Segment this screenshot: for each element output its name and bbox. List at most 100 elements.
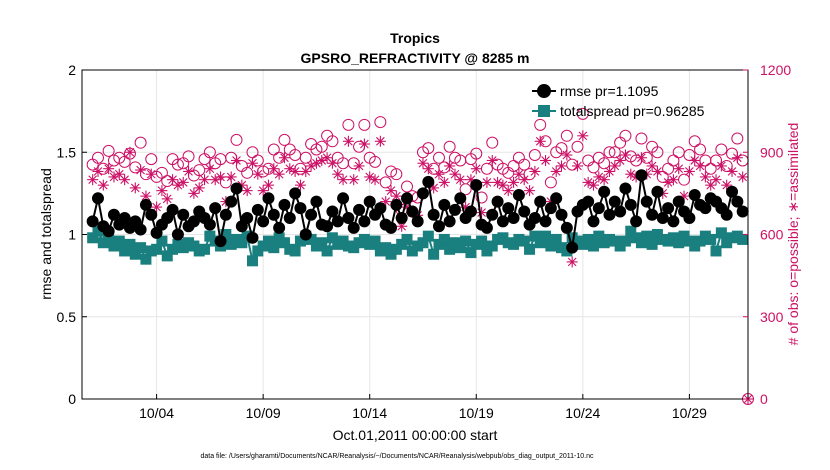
- obs-assimilated-point: [683, 165, 695, 177]
- rmse-point: [358, 215, 371, 228]
- rmse-point: [587, 215, 600, 228]
- obs-assimilated-point: [710, 174, 722, 186]
- obs-possible-point: [528, 148, 541, 161]
- y-axis-label-left: rmse and totalspread: [38, 168, 54, 300]
- rmse-point: [118, 212, 131, 225]
- obs-assimilated-stroke: [178, 178, 188, 187]
- rmse-point: [139, 198, 152, 211]
- obs-assimilated-stroke: [418, 158, 428, 168]
- totalspread-point: [646, 238, 658, 250]
- obs-assimilated-stroke: [274, 169, 284, 179]
- rmse-point: [278, 198, 291, 211]
- rmse-point: [534, 195, 547, 208]
- rmse-point: [608, 195, 621, 208]
- obs-possible-point: [518, 158, 531, 171]
- rmse-point: [699, 202, 712, 215]
- totalspread-point: [135, 242, 147, 254]
- rmse-point: [374, 202, 387, 215]
- obs-assimilated-point: [284, 163, 296, 175]
- rmse-point: [177, 208, 190, 221]
- rmse-point: [731, 195, 744, 208]
- rmse-point: [427, 208, 440, 221]
- legend-spread-label: totalspread pr=0.96285: [560, 103, 705, 119]
- obs-assimilated-point: [119, 174, 131, 186]
- obs-assimilated-stroke: [573, 161, 582, 171]
- obs-assimilated-stroke: [685, 167, 694, 176]
- obs-assimilated-point: [433, 168, 445, 180]
- legend-spread-marker: [538, 105, 550, 117]
- totalspread-point: [246, 255, 258, 267]
- obs-assimilated-point: [103, 163, 115, 175]
- obs-assimilated-stroke: [285, 164, 295, 174]
- rmse-point: [619, 182, 632, 195]
- rmse-point: [544, 202, 557, 215]
- obs-assimilated-stroke: [333, 169, 343, 179]
- totalspread-point: [476, 235, 488, 247]
- obs-assimilated-point: [183, 165, 195, 177]
- rmse-point: [454, 192, 467, 205]
- obs-assimilated-point: [587, 179, 599, 191]
- right-tick-label: 0: [760, 391, 768, 407]
- obs-assimilated-stroke: [599, 175, 609, 185]
- rmse-point: [726, 185, 739, 198]
- chart-title: Tropics: [390, 30, 440, 46]
- obs-assimilated-stroke: [530, 167, 540, 176]
- rmse-point: [310, 195, 323, 208]
- rmse-point: [214, 235, 227, 248]
- obs-assimilated-point: [699, 171, 711, 183]
- obs-assimilated-stroke: [280, 153, 289, 163]
- rmse-point: [480, 221, 493, 234]
- obs-assimilated-stroke: [328, 158, 337, 168]
- rmse-point: [512, 189, 525, 202]
- obs-possible-point: [534, 118, 547, 131]
- obs-assimilated-stroke: [727, 167, 737, 176]
- obs-possible-point: [608, 146, 621, 159]
- totalspread-point: [289, 245, 301, 257]
- rmse-point: [411, 215, 424, 228]
- obs-assimilated-stroke: [711, 175, 721, 185]
- left-tick-label: 2: [68, 62, 76, 78]
- obs-possible-point: [443, 140, 456, 153]
- rmse-point: [230, 182, 243, 195]
- rmse-point: [528, 212, 541, 225]
- rmse-point: [203, 218, 216, 231]
- obs-assimilated-stroke: [541, 156, 550, 165]
- rmse-point: [443, 215, 456, 228]
- x-tick-label: 10/29: [672, 405, 707, 421]
- obs-possible-point: [315, 140, 328, 153]
- rmse-point: [102, 225, 115, 238]
- right-tick-label: 600: [760, 227, 784, 243]
- obs-assimilated-point: [572, 160, 584, 172]
- totalspread-point: [619, 235, 631, 247]
- obs-possible-point: [299, 151, 312, 164]
- obs-assimilated-stroke: [583, 178, 593, 187]
- totalspread-point: [715, 227, 727, 239]
- obs-assimilated-stroke: [487, 156, 497, 165]
- obs-possible-point: [539, 135, 552, 148]
- obs-assimilated-stroke: [701, 172, 710, 182]
- rmse-point: [566, 241, 579, 254]
- obs-possible-point: [422, 142, 435, 155]
- rmse-point: [390, 198, 403, 211]
- right-axis-ticks: 0 300 600 900 1200: [743, 62, 791, 407]
- rmse-point: [363, 195, 376, 208]
- obs-assimilated-stroke: [264, 180, 273, 190]
- rmse-point: [342, 212, 355, 225]
- obs-possible-point: [374, 116, 387, 129]
- rmse-point: [560, 221, 573, 234]
- rmse-point: [470, 179, 483, 192]
- obs-possible-point: [278, 133, 291, 146]
- totalspread-point: [199, 243, 211, 255]
- rmse-point: [432, 220, 445, 233]
- obs-possible-point: [694, 143, 707, 156]
- obs-assimilated-point: [262, 179, 274, 191]
- obs-assimilated-point: [470, 163, 482, 175]
- obs-count-layer: [86, 107, 754, 405]
- obs-assimilated-point: [609, 160, 621, 172]
- obs-possible-point: [358, 118, 371, 131]
- obs-assimilated-point: [524, 185, 536, 197]
- totalspread-point: [369, 235, 381, 247]
- rmse-point: [422, 175, 435, 188]
- totalspread-point: [524, 243, 536, 255]
- obs-possible-point: [678, 173, 691, 186]
